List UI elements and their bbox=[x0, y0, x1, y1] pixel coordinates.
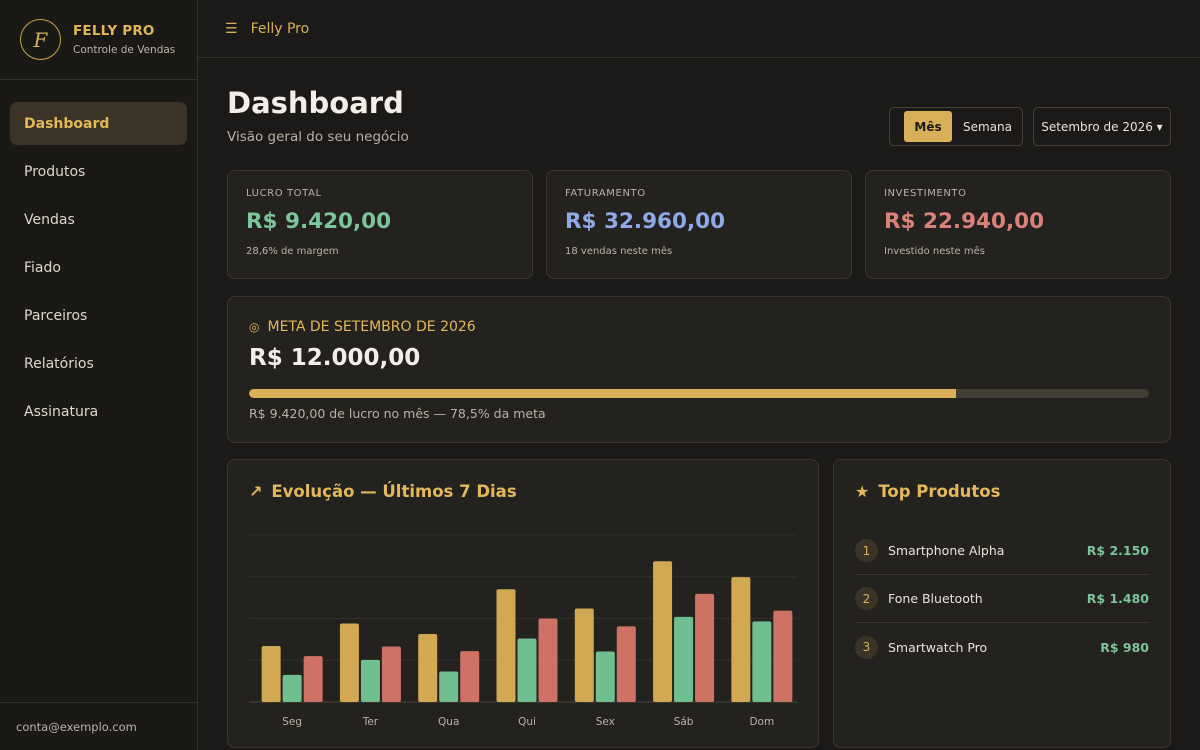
bar-sex-s2[interactable] bbox=[595, 651, 615, 702]
bar-ter-s3[interactable] bbox=[381, 646, 401, 702]
sidebar-item-parceiros[interactable]: Parceiros bbox=[24, 307, 88, 324]
bar-seg-s3[interactable] bbox=[303, 656, 323, 702]
x-tick-label: Qui bbox=[518, 716, 536, 728]
stat-label: INVESTIMENTO bbox=[884, 188, 967, 199]
product-name: Fone Bluetooth bbox=[888, 591, 983, 606]
bar-sex-s1[interactable] bbox=[574, 608, 594, 702]
rank-badge: 3 bbox=[855, 635, 878, 659]
sidebar-item-fiado[interactable]: Fiado bbox=[24, 259, 61, 276]
sidebar-item-vendas[interactable]: Vendas bbox=[24, 211, 75, 228]
stat-value: R$ 9.420,00 bbox=[246, 209, 392, 234]
topbar-title: Felly Pro bbox=[250, 20, 310, 37]
goal-card: ◎ META DE SETEMBRO DE 2026 R$ 12.000,00 … bbox=[227, 296, 1171, 443]
bar-dom-s1[interactable] bbox=[731, 577, 751, 702]
stat-value: R$ 32.960,00 bbox=[565, 209, 726, 234]
period-toggle: Mês Semana bbox=[889, 107, 1023, 146]
list-item[interactable]: 1 Smartphone Alpha R$ 2.150 bbox=[855, 527, 1149, 575]
page-title: Dashboard bbox=[227, 86, 404, 120]
stat-card-lucro: LUCRO TOTAL R$ 9.420,00 28,6% de margem bbox=[227, 170, 533, 279]
account-email: conta@exemplo.com bbox=[0, 702, 197, 750]
stat-value: R$ 22.940,00 bbox=[884, 209, 1045, 234]
bar-dom-s3[interactable] bbox=[773, 610, 793, 702]
list-item[interactable]: 3 Smartwatch Pro R$ 980 bbox=[855, 623, 1149, 671]
chart-card: ↗ Evolução — Últimos 7 Dias Seg Ter Qua Qui… bbox=[227, 459, 819, 748]
goal-progress-fill bbox=[249, 389, 956, 398]
list-item[interactable]: 2 Fone Bluetooth R$ 1.480 bbox=[855, 575, 1149, 623]
sidebar-item-dashboard[interactable]: Dashboard bbox=[10, 102, 187, 145]
stat-note: 28,6% de margem bbox=[246, 246, 339, 257]
brand-text: FELLY PRO Controle de Vendas bbox=[73, 23, 175, 56]
sidebar-nav: Dashboard Produtos Vendas Fiado Parceiro… bbox=[0, 80, 197, 433]
goal-value: R$ 12.000,00 bbox=[249, 345, 421, 371]
rank-badge: 1 bbox=[855, 539, 878, 562]
goal-progress-track bbox=[249, 389, 1149, 398]
goal-note: R$ 9.420,00 de lucro no mês — 78,5% da m… bbox=[249, 406, 546, 421]
x-tick-label: Dom bbox=[749, 716, 774, 728]
page-subtitle: Visão geral do seu negócio bbox=[227, 129, 409, 145]
sidebar-item-produtos[interactable]: Produtos bbox=[24, 163, 86, 180]
bar-qua-s3[interactable] bbox=[460, 651, 480, 702]
chart-title: Evolução — Últimos 7 Dias bbox=[271, 482, 517, 501]
x-tick-label: Sex bbox=[596, 716, 615, 728]
brand: F FELLY PRO Controle de Vendas bbox=[0, 0, 197, 80]
x-tick-label: Sáb bbox=[674, 716, 694, 728]
logo: F bbox=[20, 19, 61, 60]
target-icon: ◎ bbox=[249, 320, 260, 334]
bar-qua-s1[interactable] bbox=[418, 633, 438, 702]
rank-badge: 2 bbox=[855, 587, 878, 610]
bar-sáb-s3[interactable] bbox=[695, 593, 715, 702]
sidebar: F FELLY PRO Controle de Vendas Dashboard… bbox=[0, 0, 198, 750]
bar-ter-s1[interactable] bbox=[339, 623, 359, 702]
brand-subtitle: Controle de Vendas bbox=[73, 44, 176, 56]
product-value: R$ 1.480 bbox=[1086, 591, 1149, 606]
period-week-button[interactable]: Semana bbox=[963, 119, 1013, 134]
brand-title: FELLY PRO bbox=[73, 23, 155, 39]
month-select[interactable]: Setembro de 2026 ▾ bbox=[1033, 107, 1171, 146]
stat-note: 18 vendas neste mês bbox=[565, 246, 673, 257]
sidebar-item-relatorios[interactable]: Relatórios bbox=[24, 355, 94, 372]
bar-ter-s2[interactable] bbox=[360, 659, 380, 702]
goal-title: META DE SETEMBRO DE 2026 bbox=[267, 319, 476, 335]
bar-seg-s2[interactable] bbox=[282, 674, 302, 702]
x-tick-label: Ter bbox=[362, 716, 379, 728]
sidebar-item-assinatura[interactable]: Assinatura bbox=[24, 403, 99, 420]
bar-sex-s3[interactable] bbox=[616, 626, 636, 702]
bar-seg-s1[interactable] bbox=[261, 646, 281, 702]
top-products-card: ★ Top Produtos 1 Smartphone Alpha R$ 2.1… bbox=[833, 459, 1171, 748]
menu-icon[interactable]: ☰ bbox=[225, 20, 238, 37]
top-products-list: 1 Smartphone Alpha R$ 2.150 2 Fone Bluet… bbox=[855, 527, 1149, 671]
stat-card-faturamento: FATURAMENTO R$ 32.960,00 18 vendas neste… bbox=[546, 170, 852, 279]
bar-qui-s2[interactable] bbox=[517, 638, 537, 702]
product-value: R$ 980 bbox=[1100, 639, 1149, 655]
stat-label: LUCRO TOTAL bbox=[246, 188, 322, 199]
stat-label: FATURAMENTO bbox=[565, 188, 646, 199]
bar-qui-s3[interactable] bbox=[538, 618, 558, 703]
bar-qua-s2[interactable] bbox=[439, 671, 459, 702]
trend-icon: ↗ bbox=[249, 482, 263, 501]
bar-sáb-s2[interactable] bbox=[674, 616, 694, 702]
bar-dom-s2[interactable] bbox=[752, 621, 772, 702]
stat-card-investimento: INVESTIMENTO R$ 22.940,00 Investido nest… bbox=[865, 170, 1171, 279]
period-month-button[interactable]: Mês bbox=[904, 111, 952, 142]
x-tick-label: Qua bbox=[438, 716, 459, 728]
product-name: Smartphone Alpha bbox=[888, 543, 1005, 558]
topbar: ☰ Felly Pro bbox=[198, 0, 1200, 58]
stat-note: Investido neste mês bbox=[884, 246, 985, 257]
product-name: Smartwatch Pro bbox=[888, 639, 988, 655]
bar-qui-s1[interactable] bbox=[496, 589, 516, 702]
top-products-title: Top Produtos bbox=[878, 482, 1001, 501]
product-value: R$ 2.150 bbox=[1086, 543, 1149, 558]
chart-header: ↗ Evolução — Últimos 7 Dias bbox=[249, 482, 517, 501]
top-products-header: ★ Top Produtos bbox=[855, 482, 1000, 501]
x-tick-label: Seg bbox=[282, 716, 302, 728]
star-icon: ★ bbox=[855, 482, 870, 501]
goal-header: ◎ META DE SETEMBRO DE 2026 bbox=[249, 319, 1149, 335]
bar-sáb-s1[interactable] bbox=[653, 561, 673, 702]
bar-chart: Seg Ter Qua Qui Sex Sáb Dom bbox=[249, 534, 797, 728]
